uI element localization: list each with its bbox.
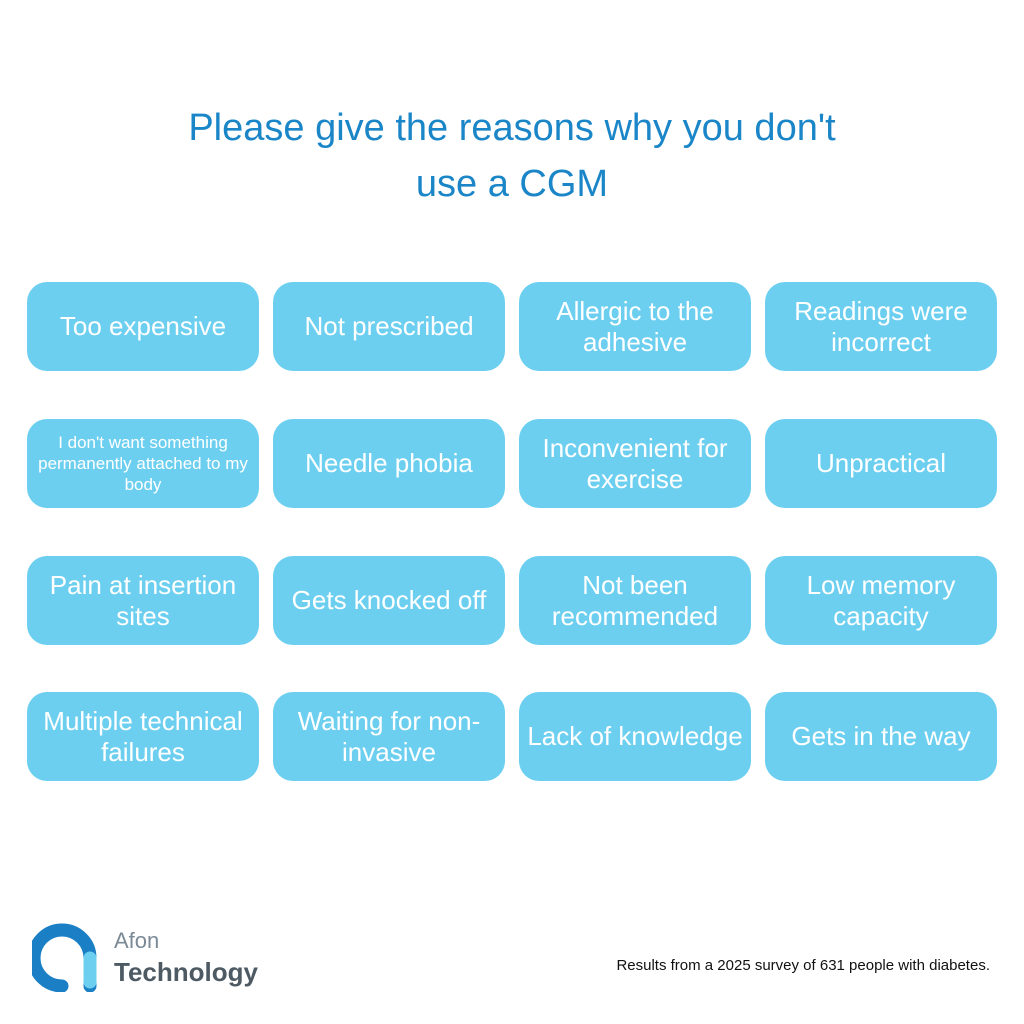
reason-tile: Not prescribed [273, 282, 505, 371]
reason-tile: Gets in the way [765, 692, 997, 781]
reason-tile: Waiting for non-invasive [273, 692, 505, 781]
title: Please give the reasons why you don't us… [188, 107, 836, 205]
reason-tile: I don't want something permanently attac… [27, 419, 259, 508]
reason-tile: Gets knocked off [273, 556, 505, 645]
reason-tile: Low memory capacity [765, 556, 997, 645]
logo-icon [32, 923, 97, 992]
reason-tile: Readings were incorrect [765, 282, 997, 371]
logo-name: Afon [114, 928, 160, 953]
reason-tile: Allergic to the adhesive [519, 282, 751, 371]
reason-tile: Pain at insertion sites [27, 556, 259, 645]
reason-tile: Too expensive [27, 282, 259, 371]
reason-tile: Lack of knowledge [519, 692, 751, 781]
reason-tile: Inconvenient for exercise [519, 419, 751, 508]
reason-tile: Multiple technical failures [27, 692, 259, 781]
reason-tile: Unpractical [765, 419, 997, 508]
reason-tile: Not been recommended [519, 556, 751, 645]
logo-name: Technology [114, 957, 258, 987]
reason-tile: Needle phobia [273, 419, 505, 508]
footnote: Results from a 2025 survey of 631 people… [616, 957, 990, 974]
